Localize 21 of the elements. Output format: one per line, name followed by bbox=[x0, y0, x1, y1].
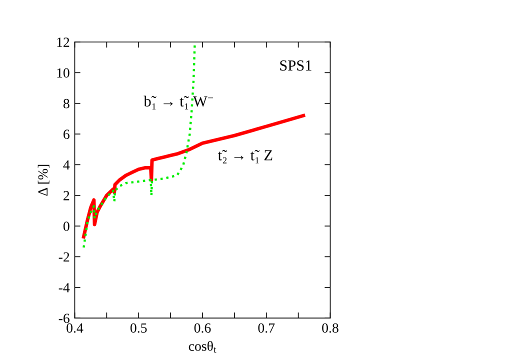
y-tick-label: 4 bbox=[63, 160, 70, 170]
x-tick-label: 0.4 bbox=[66, 323, 84, 333]
y-tick-label: -4 bbox=[58, 283, 70, 292]
y-tick-label: 2 bbox=[64, 191, 70, 200]
annotation: SPS1 bbox=[280, 60, 312, 71]
x-tick-label: 0.8 bbox=[322, 323, 338, 333]
y-tick-label: 12 bbox=[57, 38, 70, 47]
y-tick-label: -2 bbox=[58, 252, 70, 262]
x-tick-label: 0.6 bbox=[194, 323, 211, 333]
x-tick-label: 0.5 bbox=[130, 323, 147, 333]
y-axis-title: Δ [%] bbox=[38, 164, 50, 196]
y-tick-label: -6 bbox=[58, 314, 70, 324]
y-tick-label: 6 bbox=[64, 130, 70, 139]
x-tick-label: 0.7 bbox=[258, 323, 275, 333]
y-tick-label: 10 bbox=[57, 68, 70, 78]
annotation: t̃₂ → t̃₁ Z bbox=[218, 150, 272, 164]
line-series bbox=[82, 114, 306, 239]
y-tick-label: 8 bbox=[63, 98, 70, 108]
y-tick-label: 0 bbox=[63, 222, 70, 232]
annotation: b̃₁ → t̃₁ W$^{−}$ bbox=[144, 96, 214, 110]
x-axis-title: cosθ$_{t}$ bbox=[188, 341, 216, 353]
